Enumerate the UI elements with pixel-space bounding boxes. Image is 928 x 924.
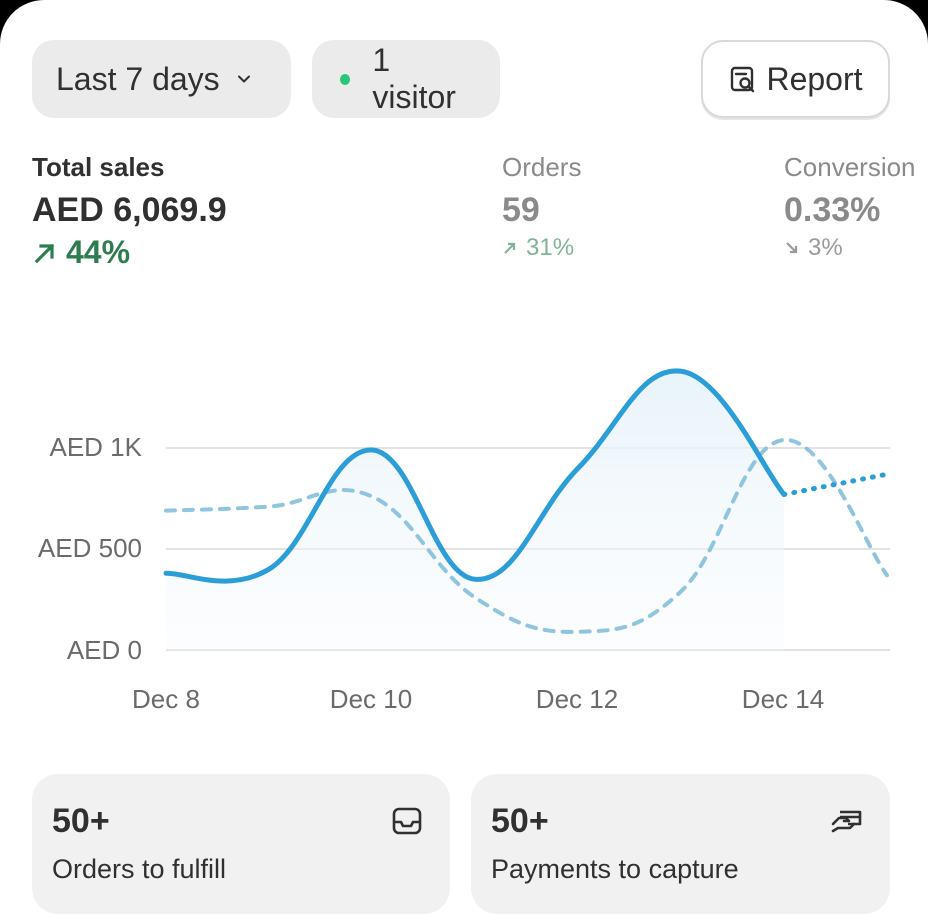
series-area [166, 370, 784, 650]
metric-value: AED 6,069.9 [32, 191, 227, 229]
metric-label: Total sales [32, 152, 165, 182]
report-button[interactable]: Report [701, 40, 890, 118]
report-search-icon [731, 66, 755, 93]
sales-line-chart[interactable] [0, 340, 928, 680]
series-line-previous-period [164, 437, 889, 634]
inbox-icon [392, 807, 422, 835]
metric-change: 3% [784, 234, 916, 262]
metric-orders[interactable]: Orders 59 31% [502, 152, 581, 262]
tile-label: Payments to capture [491, 854, 739, 884]
series-line-current-projection [781, 471, 890, 497]
hand-card-icon [831, 810, 862, 833]
metric-total-sales[interactable]: Total sales AED 6,069.9 44% [32, 152, 227, 271]
x-tick-label: Dec 14 [741, 684, 825, 714]
series-line-current-period [163, 368, 787, 584]
metric-conversion[interactable]: Conversion 0.33% 3% [784, 152, 916, 262]
arrow-up-right-icon [34, 243, 55, 263]
report-label: Report [766, 60, 863, 97]
metric-label: Orders [502, 152, 582, 182]
payments-to-capture-card[interactable]: 50+ Payments to capture [471, 774, 890, 914]
tile-value: 50+ [491, 802, 549, 840]
date-range-selector[interactable]: Last 7 days [32, 40, 291, 118]
metric-label: Conversion [784, 152, 916, 182]
x-tick-label: Dec 10 [329, 684, 413, 714]
metric-change: 31% [502, 234, 581, 262]
date-range-label: Last 7 days [56, 60, 220, 97]
arrow-up-right-icon [504, 242, 516, 254]
metric-change: 44% [32, 234, 227, 271]
y-tick-label: AED 1K [49, 432, 143, 462]
y-tick-label: AED 500 [37, 533, 142, 563]
tile-value: 50+ [52, 802, 110, 840]
live-status-dot [340, 73, 351, 85]
chevron-down-icon [237, 75, 250, 83]
x-tick-label: Dec 12 [535, 684, 619, 714]
tile-label: Orders to fulfill [52, 854, 227, 884]
arrow-down-right-icon [786, 242, 798, 254]
metric-value: 59 [502, 191, 540, 229]
visitor-count: 1 visitor [372, 42, 456, 115]
orders-to-fulfill-card[interactable]: 50+ Orders to fulfill [32, 774, 450, 914]
y-tick-label: AED 0 [66, 635, 142, 665]
live-visitors-button[interactable]: 1 visitor [312, 40, 500, 118]
x-tick-label: Dec 8 [132, 684, 200, 714]
metric-value: 0.33% [784, 191, 881, 229]
